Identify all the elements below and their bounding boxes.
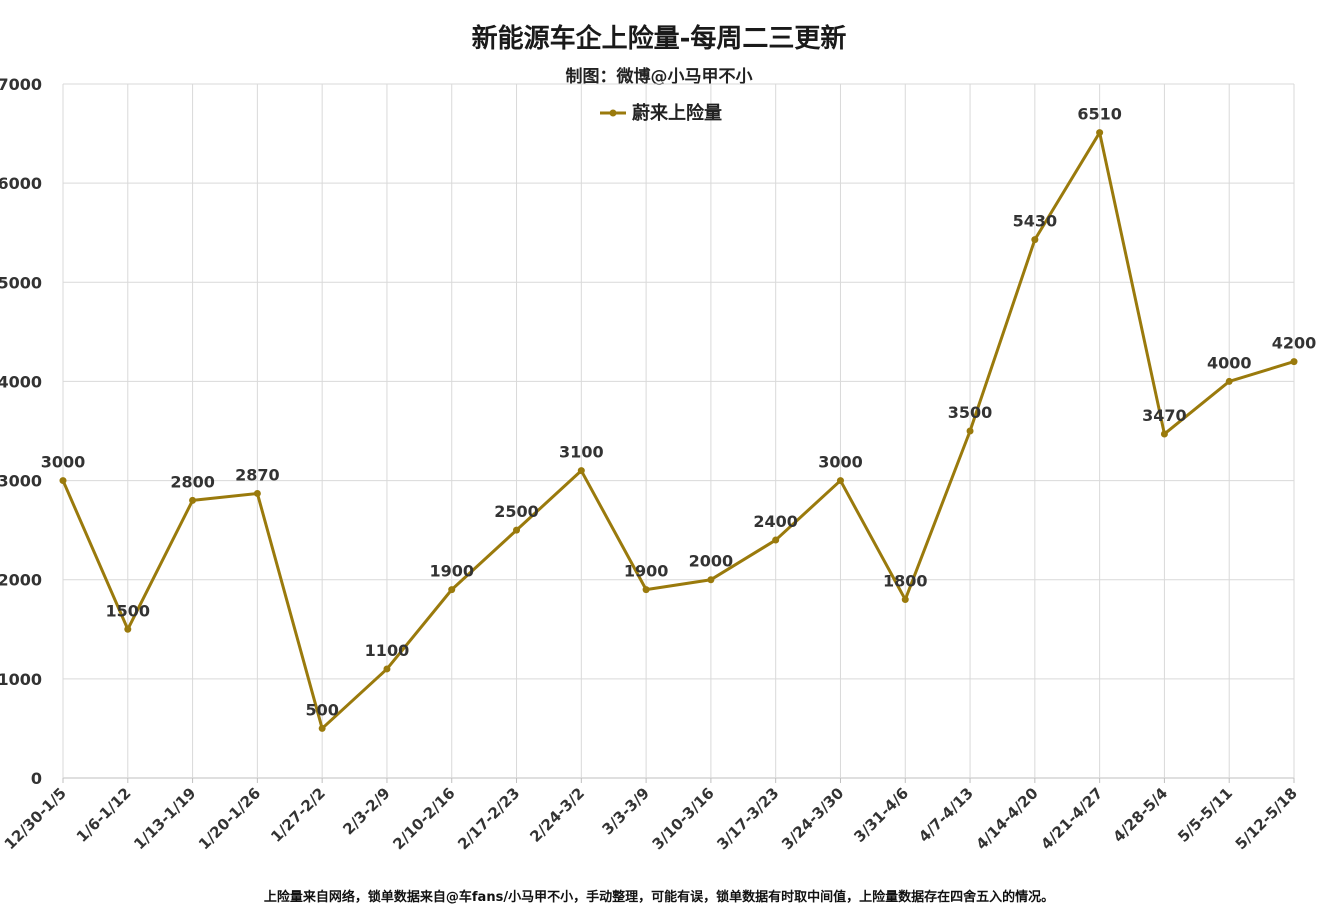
data-label: 2400 — [753, 512, 798, 531]
x-tick-label: 4/7-4/13 — [915, 784, 977, 846]
data-point — [513, 526, 521, 534]
x-tick-label: 3/17-3/23 — [713, 784, 782, 853]
x-tick-label: 1/20-1/26 — [195, 784, 264, 853]
data-label: 3470 — [1142, 406, 1187, 425]
data-label: 1800 — [883, 572, 928, 591]
data-point — [901, 596, 909, 604]
data-point — [318, 724, 326, 732]
data-label: 1500 — [106, 601, 151, 620]
legend-marker — [609, 109, 617, 117]
x-axis-ticks: 12/30-1/5 1/6-1/121/13-1/191/20-1/26 1/27-… — [1, 778, 1301, 853]
data-point — [124, 625, 132, 633]
data-point — [577, 467, 585, 475]
data-label: 2000 — [689, 552, 734, 571]
y-tick-label: 4000 — [0, 372, 42, 391]
y-axis-ticks: 0 1000 2000 3000 4000 5000 6000 7000 — [0, 75, 42, 788]
data-point — [836, 477, 844, 485]
data-label: 6510 — [1077, 105, 1122, 124]
data-label: 2500 — [494, 502, 539, 521]
x-tick-label: 3/3-3/9 — [599, 784, 653, 838]
chart-title: 新能源车企上险量-每周二三更新 — [471, 24, 847, 54]
y-tick-label: 2000 — [0, 571, 42, 590]
data-point — [448, 586, 456, 594]
y-tick-label: 5000 — [0, 273, 42, 292]
data-point — [707, 576, 715, 584]
data-point — [642, 586, 650, 594]
legend: 蔚来上险量 — [600, 102, 722, 124]
data-point — [189, 496, 197, 504]
x-tick-label: 4/28-5/4 — [1109, 784, 1171, 846]
data-label: 500 — [305, 700, 338, 719]
x-tick-label: 5/5-5/11 — [1174, 784, 1236, 846]
y-tick-label: 0 — [31, 769, 42, 788]
x-tick-label: 3/31-4/6 — [850, 784, 912, 846]
data-label: 2800 — [170, 472, 215, 491]
y-tick-label: 6000 — [0, 174, 42, 193]
x-tick-label: 1/6-1/12 — [73, 784, 135, 846]
data-point — [1031, 236, 1039, 244]
data-label: 1100 — [365, 641, 410, 660]
x-tick-label: 12/30-1/5 — [1, 784, 70, 853]
x-tick-label: 2/24-3/2 — [526, 784, 588, 846]
x-tick-label: 1/13-1/19 — [130, 784, 199, 853]
x-tick-label: 3/10-3/16 — [649, 784, 718, 853]
data-label: 1900 — [624, 562, 669, 581]
y-tick-label: 1000 — [0, 670, 42, 689]
data-label: 3100 — [559, 443, 604, 462]
data-label: 4200 — [1272, 334, 1317, 353]
data-point — [966, 427, 974, 435]
series-line — [61, 131, 1295, 730]
y-tick-label: 3000 — [0, 472, 42, 491]
x-tick-label: 4/21-4/27 — [1037, 784, 1106, 853]
data-label: 2870 — [235, 465, 280, 484]
data-label: 3000 — [818, 453, 863, 472]
data-point — [1290, 358, 1298, 366]
x-tick-label: 2/17-2/23 — [454, 784, 523, 853]
data-point — [1225, 377, 1233, 385]
data-point — [253, 489, 261, 497]
data-label: 5430 — [1013, 212, 1058, 231]
x-tick-label: 5/12-5/18 — [1232, 784, 1301, 853]
data-label: 3500 — [948, 403, 993, 422]
data-point — [59, 477, 67, 485]
grid-lines — [62, 83, 1295, 779]
x-tick-label: 4/14-4/20 — [973, 784, 1042, 853]
data-label: 1900 — [429, 562, 474, 581]
data-point — [772, 536, 780, 544]
data-point — [383, 665, 391, 673]
legend-label: 蔚来上险量 — [632, 102, 722, 124]
y-tick-label: 7000 — [0, 75, 42, 94]
x-tick-label: 2/3-2/9 — [339, 784, 393, 838]
data-point — [1096, 129, 1104, 137]
data-label: 3000 — [41, 453, 86, 472]
data-label: 4000 — [1207, 353, 1252, 372]
x-tick-label: 2/10-2/16 — [389, 784, 458, 853]
chart-subtitle: 制图：微博@小马甲不小 — [565, 67, 753, 87]
data-point — [1160, 430, 1168, 438]
x-tick-label: 1/27-2/2 — [267, 784, 329, 846]
x-tick-label: 3/24-3/30 — [778, 784, 847, 853]
series-group: 3000 1500 2800 2870 500 1100 1900 2500 3100 1900 2… — [41, 105, 1317, 732]
footnote: 上险量来自网络，锁单数据来自@车fans/小马甲不小，手动整理，可能有误，锁单数… — [263, 890, 1055, 905]
